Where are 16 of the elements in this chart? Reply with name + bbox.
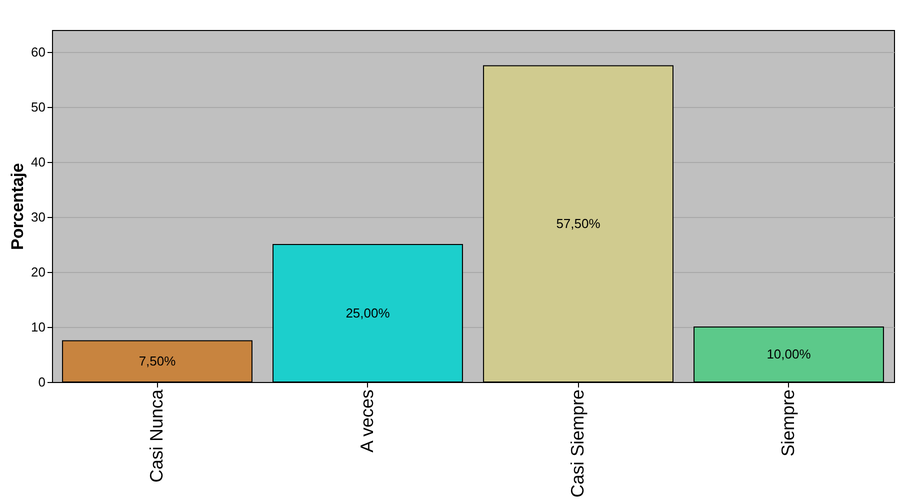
x-tick-label: Casi Siempre: [567, 390, 588, 498]
x-tick-label: A veces: [356, 390, 377, 453]
y-tick-label: 0: [38, 374, 46, 390]
y-axis-title: Porcentaje: [8, 163, 28, 250]
y-tick-label: 10: [31, 320, 46, 334]
data-label: 7,50%: [138, 353, 176, 368]
data-label: 25,00%: [346, 305, 390, 320]
data-label: 10,00%: [766, 346, 812, 362]
y-tick-label: 50: [31, 100, 46, 114]
y-tick-label: 60: [31, 44, 46, 60]
y-tick-label: 20: [31, 264, 46, 280]
data-label: 57,50%: [556, 216, 601, 231]
x-tick-label: Casi Nunca: [146, 388, 166, 483]
y-tick-label: 40: [31, 154, 46, 170]
y-tick-label: 30: [31, 210, 46, 224]
x-tick-label: Siempre: [778, 390, 798, 457]
